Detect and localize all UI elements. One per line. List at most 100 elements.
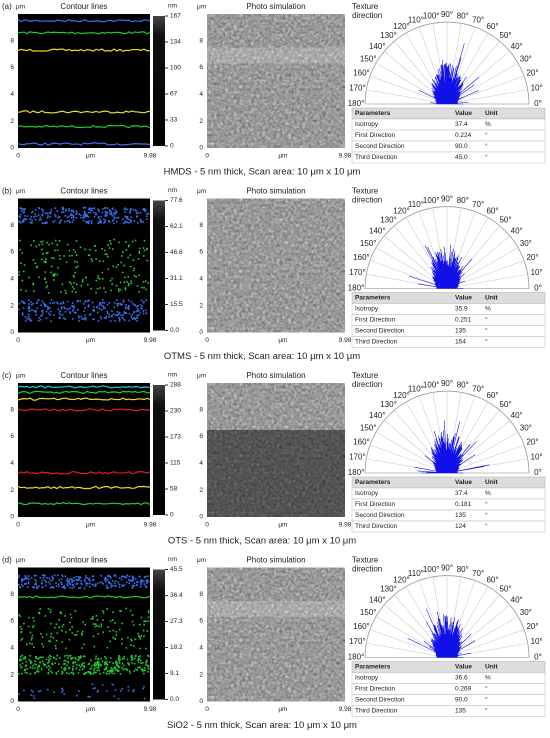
texture-title: direction xyxy=(352,196,382,205)
contour-dot xyxy=(120,314,122,317)
contour-dot xyxy=(144,309,147,312)
contour-dot xyxy=(20,659,22,662)
contour-dot xyxy=(93,309,95,311)
contour-dot xyxy=(29,666,32,669)
contour-dot xyxy=(45,258,47,260)
contour-dot xyxy=(72,317,74,320)
contour-dot xyxy=(90,258,93,260)
contour-dot xyxy=(137,310,140,312)
contour-dot xyxy=(128,308,130,310)
contour-dot xyxy=(130,579,132,582)
contour-dot xyxy=(121,303,123,306)
contour-dot xyxy=(71,290,74,293)
contour-dot xyxy=(127,689,130,692)
photo-texture xyxy=(207,567,345,702)
contour-dot xyxy=(108,581,110,583)
contour-dot xyxy=(131,662,133,664)
contour-dot xyxy=(45,281,47,284)
texture-title: Texture xyxy=(352,556,379,565)
contour-dot xyxy=(26,643,28,646)
table-cell: ° xyxy=(485,511,488,519)
contour-dot xyxy=(84,213,87,215)
contour-dot xyxy=(120,261,122,264)
contour-dot xyxy=(131,240,134,243)
contour-dot xyxy=(42,645,45,648)
contour-dot xyxy=(73,576,75,579)
y-tick-label: 4 xyxy=(199,91,203,98)
contour-dot xyxy=(144,584,147,587)
contour-dot xyxy=(45,317,48,319)
contour-dot xyxy=(130,300,133,303)
contour-dot xyxy=(142,281,145,283)
contour-dot xyxy=(130,644,132,646)
contour-dot xyxy=(87,670,89,673)
contour-dot xyxy=(78,320,80,322)
contour-dot xyxy=(105,584,108,587)
contour-dot xyxy=(99,260,101,263)
contour-dot xyxy=(72,248,75,251)
contour-dot xyxy=(80,216,82,219)
contour-dot xyxy=(41,574,44,577)
contour-dot xyxy=(123,584,126,586)
contour-dot xyxy=(18,215,21,218)
contour-dot xyxy=(118,586,121,588)
polar-angle-label: 110° xyxy=(408,384,424,393)
axis-unit: μm xyxy=(197,557,206,564)
contour-dot xyxy=(35,266,38,269)
contour-dot xyxy=(90,659,92,662)
polar-angle-label: 50° xyxy=(499,31,511,40)
contour-dot xyxy=(118,290,120,293)
contour-dot xyxy=(88,254,91,256)
contour-dot xyxy=(116,305,119,307)
contour-dot xyxy=(145,582,148,584)
contour-dot xyxy=(123,222,125,225)
contour-dot xyxy=(41,209,44,211)
contour-dot xyxy=(21,637,24,640)
contour-dot xyxy=(97,582,99,585)
contour-dot xyxy=(45,310,48,313)
contour-dot xyxy=(71,667,74,670)
contour-dot xyxy=(21,672,23,675)
contour-dot xyxy=(84,307,86,309)
contour-dot xyxy=(42,577,45,579)
contour-dot xyxy=(49,666,51,669)
contour-dot xyxy=(71,254,73,257)
colorbar-tick-label: 36.4 xyxy=(170,592,183,599)
polar-spoke xyxy=(369,629,448,658)
contour-dot xyxy=(82,621,85,624)
contour-dot xyxy=(107,626,109,628)
contour-dot xyxy=(92,617,94,620)
polar-angle-label: 180° xyxy=(348,468,365,477)
contour-dot xyxy=(95,664,98,666)
contour-dot xyxy=(46,688,49,691)
contour-dot xyxy=(53,220,56,222)
y-tick-label: 2 xyxy=(10,302,14,309)
contour-dot xyxy=(133,670,135,672)
polar-angle-label: 70° xyxy=(472,569,484,578)
table-row xyxy=(351,705,546,717)
contour-dot xyxy=(58,579,61,581)
contour-dot xyxy=(137,632,139,635)
table-cell: Third Direction xyxy=(355,708,398,715)
contour-dot xyxy=(143,685,145,688)
contour-dot xyxy=(26,668,29,670)
contour-dot xyxy=(118,312,120,315)
contour-dot xyxy=(145,288,147,291)
contour-dot xyxy=(103,317,106,319)
contour-dot xyxy=(110,584,113,586)
contour-dot xyxy=(119,303,122,306)
contour-dot xyxy=(57,308,59,311)
contour-dot xyxy=(135,305,138,308)
contour-dot xyxy=(138,252,141,254)
contour-dot xyxy=(112,222,115,225)
contour-dot xyxy=(61,314,64,316)
contour-dot xyxy=(22,211,25,214)
contour-dot xyxy=(74,291,77,294)
contour-dot xyxy=(103,301,106,304)
contour-dot xyxy=(81,633,83,636)
table-header: Value xyxy=(455,479,472,486)
contour-dot xyxy=(102,299,104,301)
contour-dot xyxy=(122,314,124,316)
contour-dot xyxy=(57,585,60,588)
